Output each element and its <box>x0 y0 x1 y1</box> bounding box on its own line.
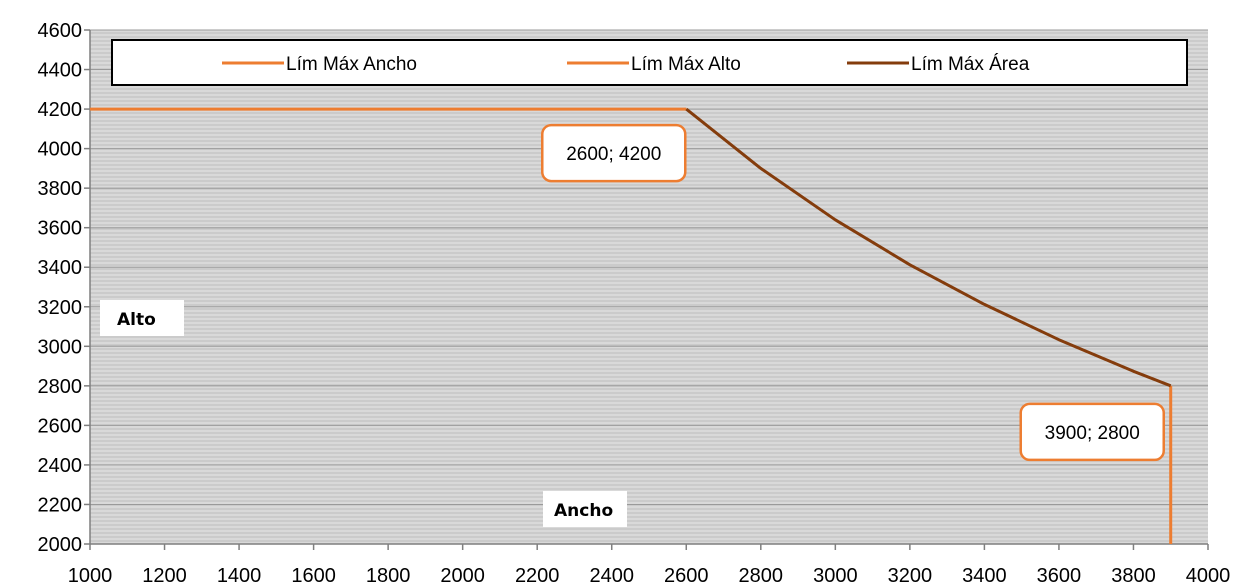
callout-label: 2600; 4200 <box>566 144 661 165</box>
plot-area <box>90 30 1208 544</box>
y-axis-title-box <box>100 300 184 336</box>
series-line-3 <box>685 107 1172 388</box>
y-axis-title: Alto <box>117 310 156 330</box>
callout-box <box>1019 402 1165 462</box>
x-tick-label: 2800 <box>739 565 784 587</box>
legend-label: Lím Máx Alto <box>631 54 741 75</box>
legend-box <box>111 39 1188 86</box>
y-tick-label: 4000 <box>38 139 83 161</box>
y-tick-label: 3400 <box>38 257 83 279</box>
y-tick-label: 2800 <box>38 376 83 398</box>
x-tick-label: 3400 <box>962 565 1007 587</box>
x-tick-label: 1200 <box>142 565 187 587</box>
y-tick-label: 2400 <box>38 455 83 477</box>
x-tick-label: 3000 <box>813 565 858 587</box>
y-tick-label: 4600 <box>38 20 83 42</box>
y-tick-label: 2600 <box>38 415 83 437</box>
y-tick-label: 4200 <box>38 99 83 121</box>
x-tick-label: 2400 <box>589 565 634 587</box>
x-tick-label: 1000 <box>68 565 113 587</box>
x-tick-label: 1800 <box>366 565 411 587</box>
y-tick-label: 2000 <box>38 534 83 556</box>
y-tick-label: 3200 <box>38 297 83 319</box>
x-tick-label: 4000 <box>1186 565 1231 587</box>
legend-label: Lím Máx Área <box>911 54 1030 75</box>
series <box>90 107 1173 544</box>
x-tick-label: 1400 <box>217 565 262 587</box>
callouts: 2600; 4200 3900; 2800 <box>541 123 1165 462</box>
x-axis-title-box <box>543 491 627 527</box>
x-tick-label: 2200 <box>515 565 560 587</box>
callout-box <box>541 123 687 183</box>
x-tick-label: 3800 <box>1111 565 1156 587</box>
y-tick-label: 3600 <box>38 218 83 240</box>
x-tick-label: 2000 <box>440 565 485 587</box>
x-tick-label: 3200 <box>888 565 933 587</box>
legend: Lím Máx Ancho Lím Máx Alto Lím Máx Área <box>111 39 1188 86</box>
x-tick-label: 3600 <box>1037 565 1082 587</box>
axis-titles: Alto Ancho <box>100 300 627 527</box>
y-tick-label: 4400 <box>38 60 83 82</box>
y-tick-label: 3000 <box>38 336 83 358</box>
y-tick-label: 3800 <box>38 178 83 200</box>
x-tick-label: 1600 <box>291 565 336 587</box>
x-axis-title: Ancho <box>554 501 613 521</box>
x-tick-label: 2600 <box>664 565 709 587</box>
y-tick-label: 2200 <box>38 494 83 516</box>
legend-label: Lím Máx Ancho <box>286 54 417 75</box>
axes: 2000 2200 2400 2600 2800 3000 3200 3400 3600 3800… <box>38 20 1231 587</box>
callout-label: 3900; 2800 <box>1045 423 1140 444</box>
